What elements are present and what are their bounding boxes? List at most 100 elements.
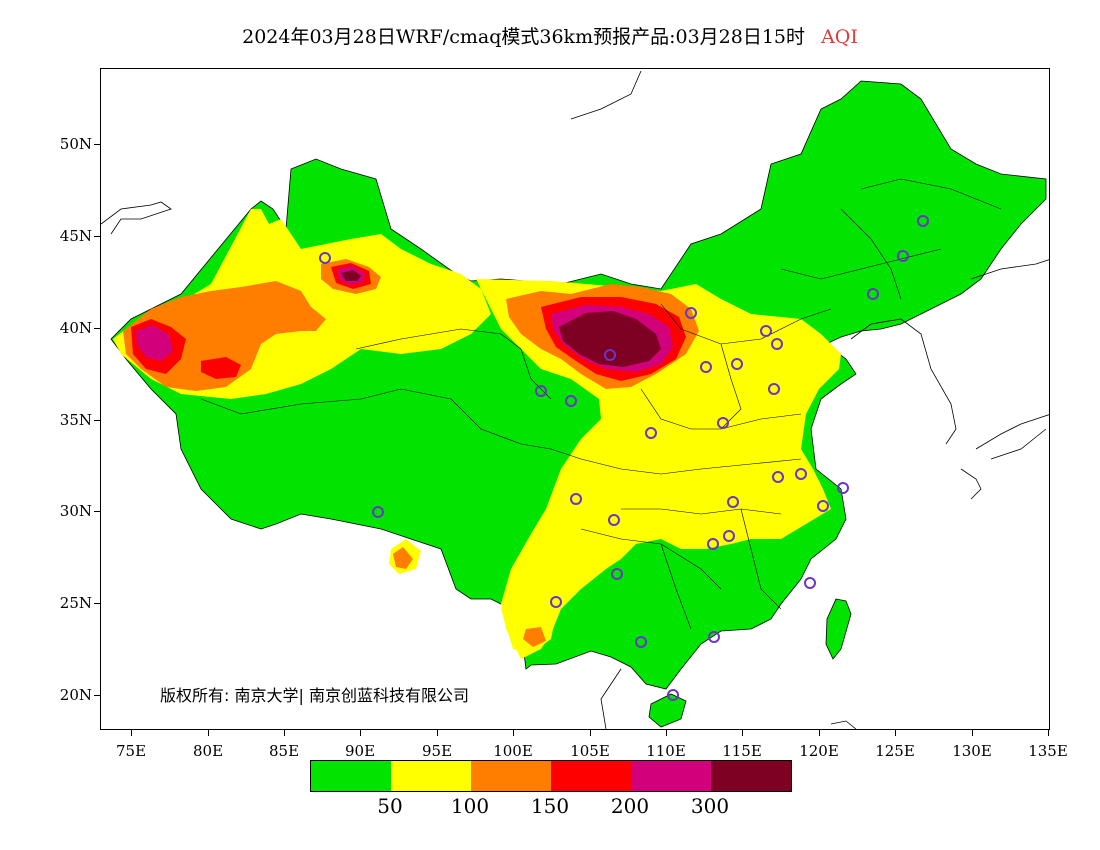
lon-label-115e: 115E [722,742,762,760]
region-usg-sw [393,547,413,569]
region-taiwan [825,598,852,660]
lat-tick-25n [94,603,100,604]
station-marker [771,338,783,350]
lon-tick-120e [819,730,820,736]
lon-label-85e: 85E [268,742,300,760]
lat-label-25n: 25N [59,594,92,612]
station-marker [550,596,562,608]
region-hainan [648,693,687,728]
legend-swatch-unhealthy [551,761,631,791]
lon-tick-80e [208,730,209,736]
province-boundaries [200,178,1002,630]
station-marker [867,288,879,300]
station-marker [708,631,720,643]
region-good [110,80,1047,690]
station-marker [611,568,623,580]
lon-label-110e: 110E [646,742,686,760]
lat-label-40n: 40N [59,319,92,337]
lon-tick-125e [895,730,896,736]
lon-label-130e: 130E [952,742,992,760]
title-variable: AQI [821,26,858,48]
legend-label-100: 100 [450,794,490,818]
station-marker [772,471,784,483]
station-marker [319,252,331,264]
lon-label-95e: 95E [421,742,453,760]
title-main: 2024年03月28日WRF/cmaq模式36km预报产品:03月28日15时 [242,26,806,48]
station-marker [723,530,735,542]
station-marker [817,500,829,512]
legend-label-300: 300 [690,794,730,818]
lon-tick-100e [513,730,514,736]
lat-label-50n: 50N [59,135,92,153]
copyright-text: 版权所有: 南京大学| 南京创蓝科技有限公司 [160,686,469,705]
station-marker [760,325,772,337]
station-marker [635,636,647,648]
legend-label-50: 50 [377,794,403,818]
lon-tick-110e [666,730,667,736]
lon-tick-95e [437,730,438,736]
lon-tick-90e [360,730,361,736]
lat-label-35n: 35N [59,411,92,429]
lon-tick-115e [742,730,743,736]
lat-tick-30n [94,511,100,512]
station-marker [608,514,620,526]
lat-tick-50n [94,144,100,145]
lon-tick-75e [131,730,132,736]
region-hazardous-central [559,311,661,367]
lat-tick-40n [94,328,100,329]
legend-swatch-usg [471,761,551,791]
station-markers [319,215,929,701]
station-marker [645,427,657,439]
coastlines [101,70,1049,729]
station-marker [667,689,679,701]
legend-swatch-moderate [391,761,471,791]
legend-swatch-hazardous [711,761,791,791]
station-marker [837,482,849,494]
lon-label-75e: 75E [115,742,147,760]
lat-tick-45n [94,236,100,237]
station-marker [570,493,582,505]
chart-title: 2024年03月28日WRF/cmaq模式36km预报产品:03月28日15时 … [0,22,1100,49]
lon-tick-135e [1048,730,1049,736]
lon-label-125e: 125E [875,742,915,760]
lon-tick-85e [284,730,285,736]
station-marker [707,538,719,550]
region-hazardous-north [341,270,361,281]
station-marker [727,496,739,508]
lon-label-120e: 120E [799,742,839,760]
station-marker [604,349,616,361]
station-marker [685,307,697,319]
lon-tick-130e [972,730,973,736]
lon-label-105e: 105E [570,742,610,760]
station-marker [795,468,807,480]
legend-swatch-very-unhealthy [631,761,711,791]
lon-label-80e: 80E [192,742,224,760]
station-marker [804,577,816,589]
station-marker [700,361,712,373]
region-moderate-east [476,279,841,659]
station-marker [768,383,780,395]
lat-tick-20n [94,695,100,696]
region-usg-small [523,627,546,647]
lat-label-45n: 45N [59,227,92,245]
color-legend [310,760,792,792]
lat-label-20n: 20N [59,686,92,704]
aqi-map [100,68,1050,730]
legend-label-200: 200 [610,794,650,818]
lat-label-30n: 30N [59,502,92,520]
region-very-unhealthy-west [136,325,173,361]
station-marker [372,506,384,518]
region-unhealthy-west2 [201,357,241,379]
lon-tick-105e [590,730,591,736]
lat-tick-35n [94,420,100,421]
lon-label-135e: 135E [1028,742,1068,760]
station-marker [731,358,743,370]
legend-label-150: 150 [530,794,570,818]
lon-label-100e: 100E [493,742,533,760]
station-marker [897,250,909,262]
station-marker [717,417,729,429]
station-marker [917,215,929,227]
station-marker [565,395,577,407]
lon-label-90e: 90E [344,742,376,760]
station-marker [535,385,547,397]
